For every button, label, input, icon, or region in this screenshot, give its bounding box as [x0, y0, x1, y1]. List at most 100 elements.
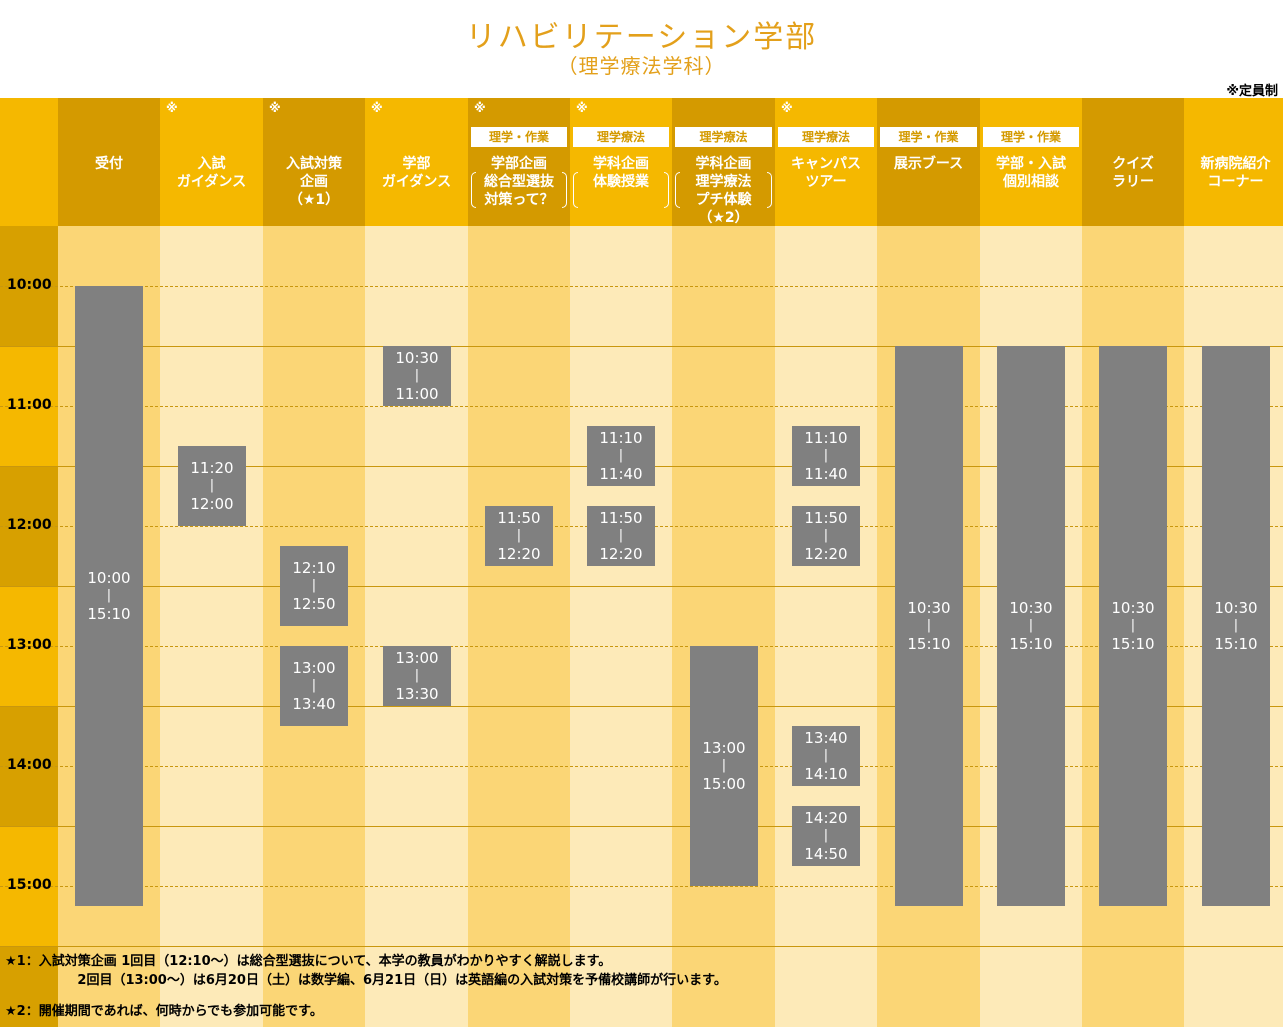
- event-separator: |: [823, 828, 829, 843]
- event-separator: |: [823, 528, 829, 543]
- event-end-time: 11:40: [804, 465, 848, 483]
- column-header: [468, 98, 570, 226]
- column-header-label: 学科企画 体験授業: [593, 156, 649, 190]
- event-end-time: 12:20: [497, 545, 541, 563]
- hour-gridline: [0, 646, 1283, 647]
- hour-band-line: [0, 826, 1283, 827]
- event-block: 11:50 | 12:20: [485, 506, 553, 566]
- hour-gridline: [0, 286, 1283, 287]
- event-end-time: 15:10: [1009, 635, 1053, 653]
- column-header: [672, 98, 775, 226]
- event-block: 12:10 | 12:50: [280, 546, 348, 626]
- column-header: [775, 98, 877, 226]
- event-block: 10:00 | 15:10: [75, 286, 143, 906]
- restricted-mark: ※: [371, 101, 383, 115]
- bracket-left: [471, 172, 476, 208]
- bracket-right: [664, 172, 669, 208]
- hour-band-line: [0, 346, 1283, 347]
- event-block: 13:00 | 15:00: [690, 646, 758, 886]
- department-badge: 理学・作業: [880, 127, 977, 147]
- column-body: [672, 226, 775, 1027]
- event-block: 11:50 | 12:20: [587, 506, 655, 566]
- event-start-time: 10:30: [395, 349, 439, 367]
- column-body: [468, 226, 570, 1027]
- hour-band-line: [0, 586, 1283, 587]
- column-header-label: 入試対策 企画 （★1）: [286, 156, 342, 208]
- event-start-time: 10:30: [1009, 599, 1053, 617]
- column-header: [570, 98, 672, 226]
- column-header-label: クイズ ラリー: [1112, 156, 1154, 190]
- event-end-time: 12:00: [190, 495, 234, 513]
- column-body: [775, 226, 877, 1027]
- event-end-time: 13:30: [395, 685, 439, 703]
- event-start-time: 13:40: [804, 729, 848, 747]
- event-block: 13:40 | 14:10: [792, 726, 860, 786]
- event-separator: |: [414, 668, 420, 683]
- capacity-note: ※定員制: [1226, 84, 1278, 99]
- event-end-time: 13:40: [292, 695, 336, 713]
- event-end-time: 11:40: [599, 465, 643, 483]
- event-separator: |: [311, 578, 317, 593]
- event-separator: |: [1233, 618, 1239, 633]
- event-block: 13:00 | 13:30: [383, 646, 451, 706]
- event-separator: |: [209, 478, 215, 493]
- column-header-label: 展示ブース: [893, 156, 964, 172]
- hour-band-line: [0, 946, 1283, 947]
- event-end-time: 12:20: [804, 545, 848, 563]
- restricted-mark: ※: [576, 101, 588, 115]
- column-body: [570, 226, 672, 1027]
- column-header: [263, 98, 365, 226]
- event-block: 10:30 | 15:10: [895, 346, 963, 906]
- event-separator: |: [311, 678, 317, 693]
- department-badge: 理学療法: [573, 127, 669, 147]
- column-header: [980, 98, 1082, 226]
- column-header: [160, 98, 263, 226]
- event-block: 11:20 | 12:00: [178, 446, 246, 526]
- time-header-cell: [0, 98, 58, 226]
- event-block: 10:30 | 11:00: [383, 346, 451, 406]
- event-start-time: 11:10: [599, 429, 643, 447]
- restricted-mark: ※: [781, 101, 793, 115]
- time-label: 14:00: [7, 757, 52, 773]
- column-header-label: 新病院紹介 コーナー: [1200, 156, 1271, 190]
- event-start-time: 11:20: [190, 459, 234, 477]
- time-label: 10:00: [7, 277, 52, 293]
- column-header-label: 学部企画 総合型選抜 対策って？: [484, 156, 554, 208]
- column-header: [1184, 98, 1283, 226]
- department-badge: 理学療法: [778, 127, 874, 147]
- event-end-time: 14:50: [804, 845, 848, 863]
- event-block: 10:30 | 15:10: [997, 346, 1065, 906]
- event-start-time: 13:00: [395, 649, 439, 667]
- column-header: [877, 98, 980, 226]
- event-separator: |: [516, 528, 522, 543]
- column-header-label: 学部・入試 個別相談: [996, 156, 1066, 190]
- event-start-time: 10:30: [1111, 599, 1155, 617]
- event-end-time: 15:10: [1111, 635, 1155, 653]
- page-subtitle: （理学療法学科）: [557, 54, 726, 78]
- event-start-time: 13:00: [702, 739, 746, 757]
- event-separator: |: [618, 528, 624, 543]
- event-start-time: 10:30: [907, 599, 951, 617]
- event-block: 11:10 | 11:40: [587, 426, 655, 486]
- event-end-time: 14:10: [804, 765, 848, 783]
- hour-gridline: [0, 406, 1283, 407]
- hour-band-line: [0, 706, 1283, 707]
- event-block: 14:20 | 14:50: [792, 806, 860, 866]
- footnote-1: ★1：入試対策企画 1回目（12:10～）は総合型選抜について、本学の教員がわか…: [5, 954, 612, 969]
- event-separator: |: [414, 368, 420, 383]
- column-body: [263, 226, 365, 1027]
- event-end-time: 15:10: [907, 635, 951, 653]
- hour-gridline: [0, 886, 1283, 887]
- column-header-label: 学部 ガイダンス: [381, 156, 452, 190]
- column-body: [160, 226, 263, 1027]
- column-header: [365, 98, 468, 226]
- event-block: 10:30 | 15:10: [1202, 346, 1270, 906]
- time-label: 13:00: [7, 637, 52, 653]
- bracket-right: [562, 172, 567, 208]
- event-block: 10:30 | 15:10: [1099, 346, 1167, 906]
- department-badge: 理学・作業: [983, 127, 1079, 147]
- event-separator: |: [926, 618, 932, 633]
- event-end-time: 11:00: [395, 385, 439, 403]
- time-label: 11:00: [7, 397, 52, 413]
- event-separator: |: [823, 448, 829, 463]
